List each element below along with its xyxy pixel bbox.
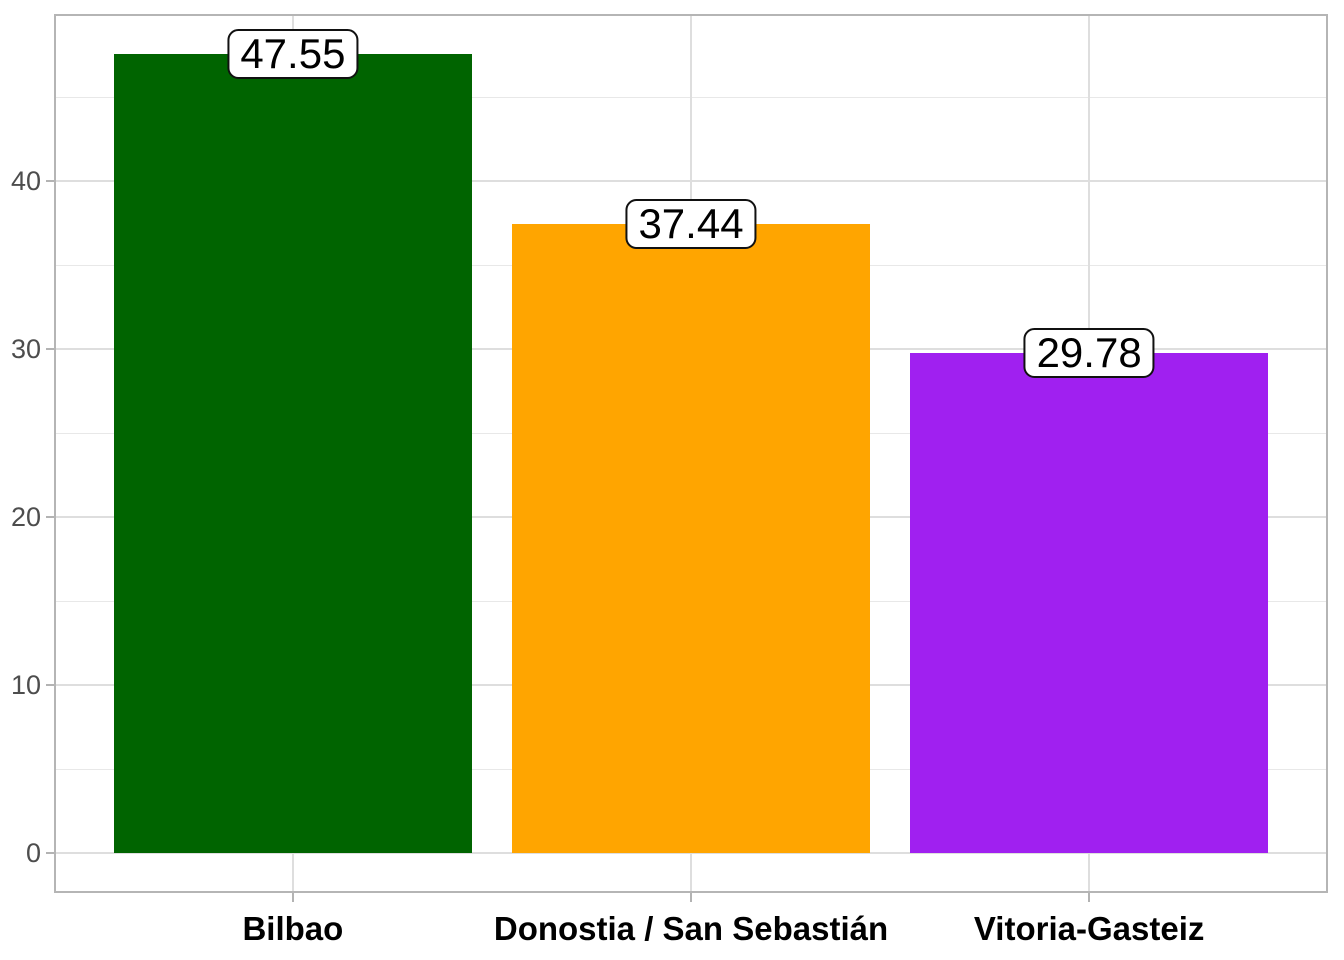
- x-axis-label-bilbao: Bilbao: [242, 910, 344, 947]
- y-tick-label-40: 40: [10, 166, 41, 196]
- value-label-donostia-san-sebastian: 37.44: [625, 199, 757, 249]
- x-tick-mark-0: [291, 893, 294, 902]
- y-tick-mark-10: [46, 684, 54, 686]
- bar-donostia-san-sebastian: [511, 224, 871, 853]
- value-text-bilbao: 47.55: [240, 30, 346, 78]
- value-text-vitoria-gasteiz: 29.78: [1036, 328, 1142, 376]
- y-tick-label-0: 0: [25, 838, 41, 868]
- y-tick-mark-40: [46, 180, 54, 182]
- value-label-vitoria-gasteiz: 29.78: [1023, 327, 1155, 378]
- x-axis-label-vitoria-gasteiz: Vitoria-Gasteiz: [973, 910, 1205, 947]
- y-tick-label-10: 10: [10, 670, 41, 700]
- bar-bilbao: [113, 54, 473, 853]
- value-text-donostia-san-sebastian: 37.44: [638, 200, 744, 247]
- x-tick-mark-2: [1088, 893, 1091, 902]
- value-label-bilbao: 47.55: [227, 29, 359, 80]
- bar-vitoria-gasteiz: [909, 352, 1269, 853]
- y-tick-label-30: 30: [10, 334, 41, 364]
- y-tick-mark-0: [46, 852, 54, 854]
- x-tick-mark-1: [690, 893, 692, 902]
- y-tick-mark-30: [46, 348, 54, 350]
- y-tick-mark-20: [46, 516, 54, 518]
- x-axis-label-donostia-san-sebastian: Donostia / San Sebastián: [493, 910, 889, 947]
- y-tick-label-20: 20: [10, 502, 41, 532]
